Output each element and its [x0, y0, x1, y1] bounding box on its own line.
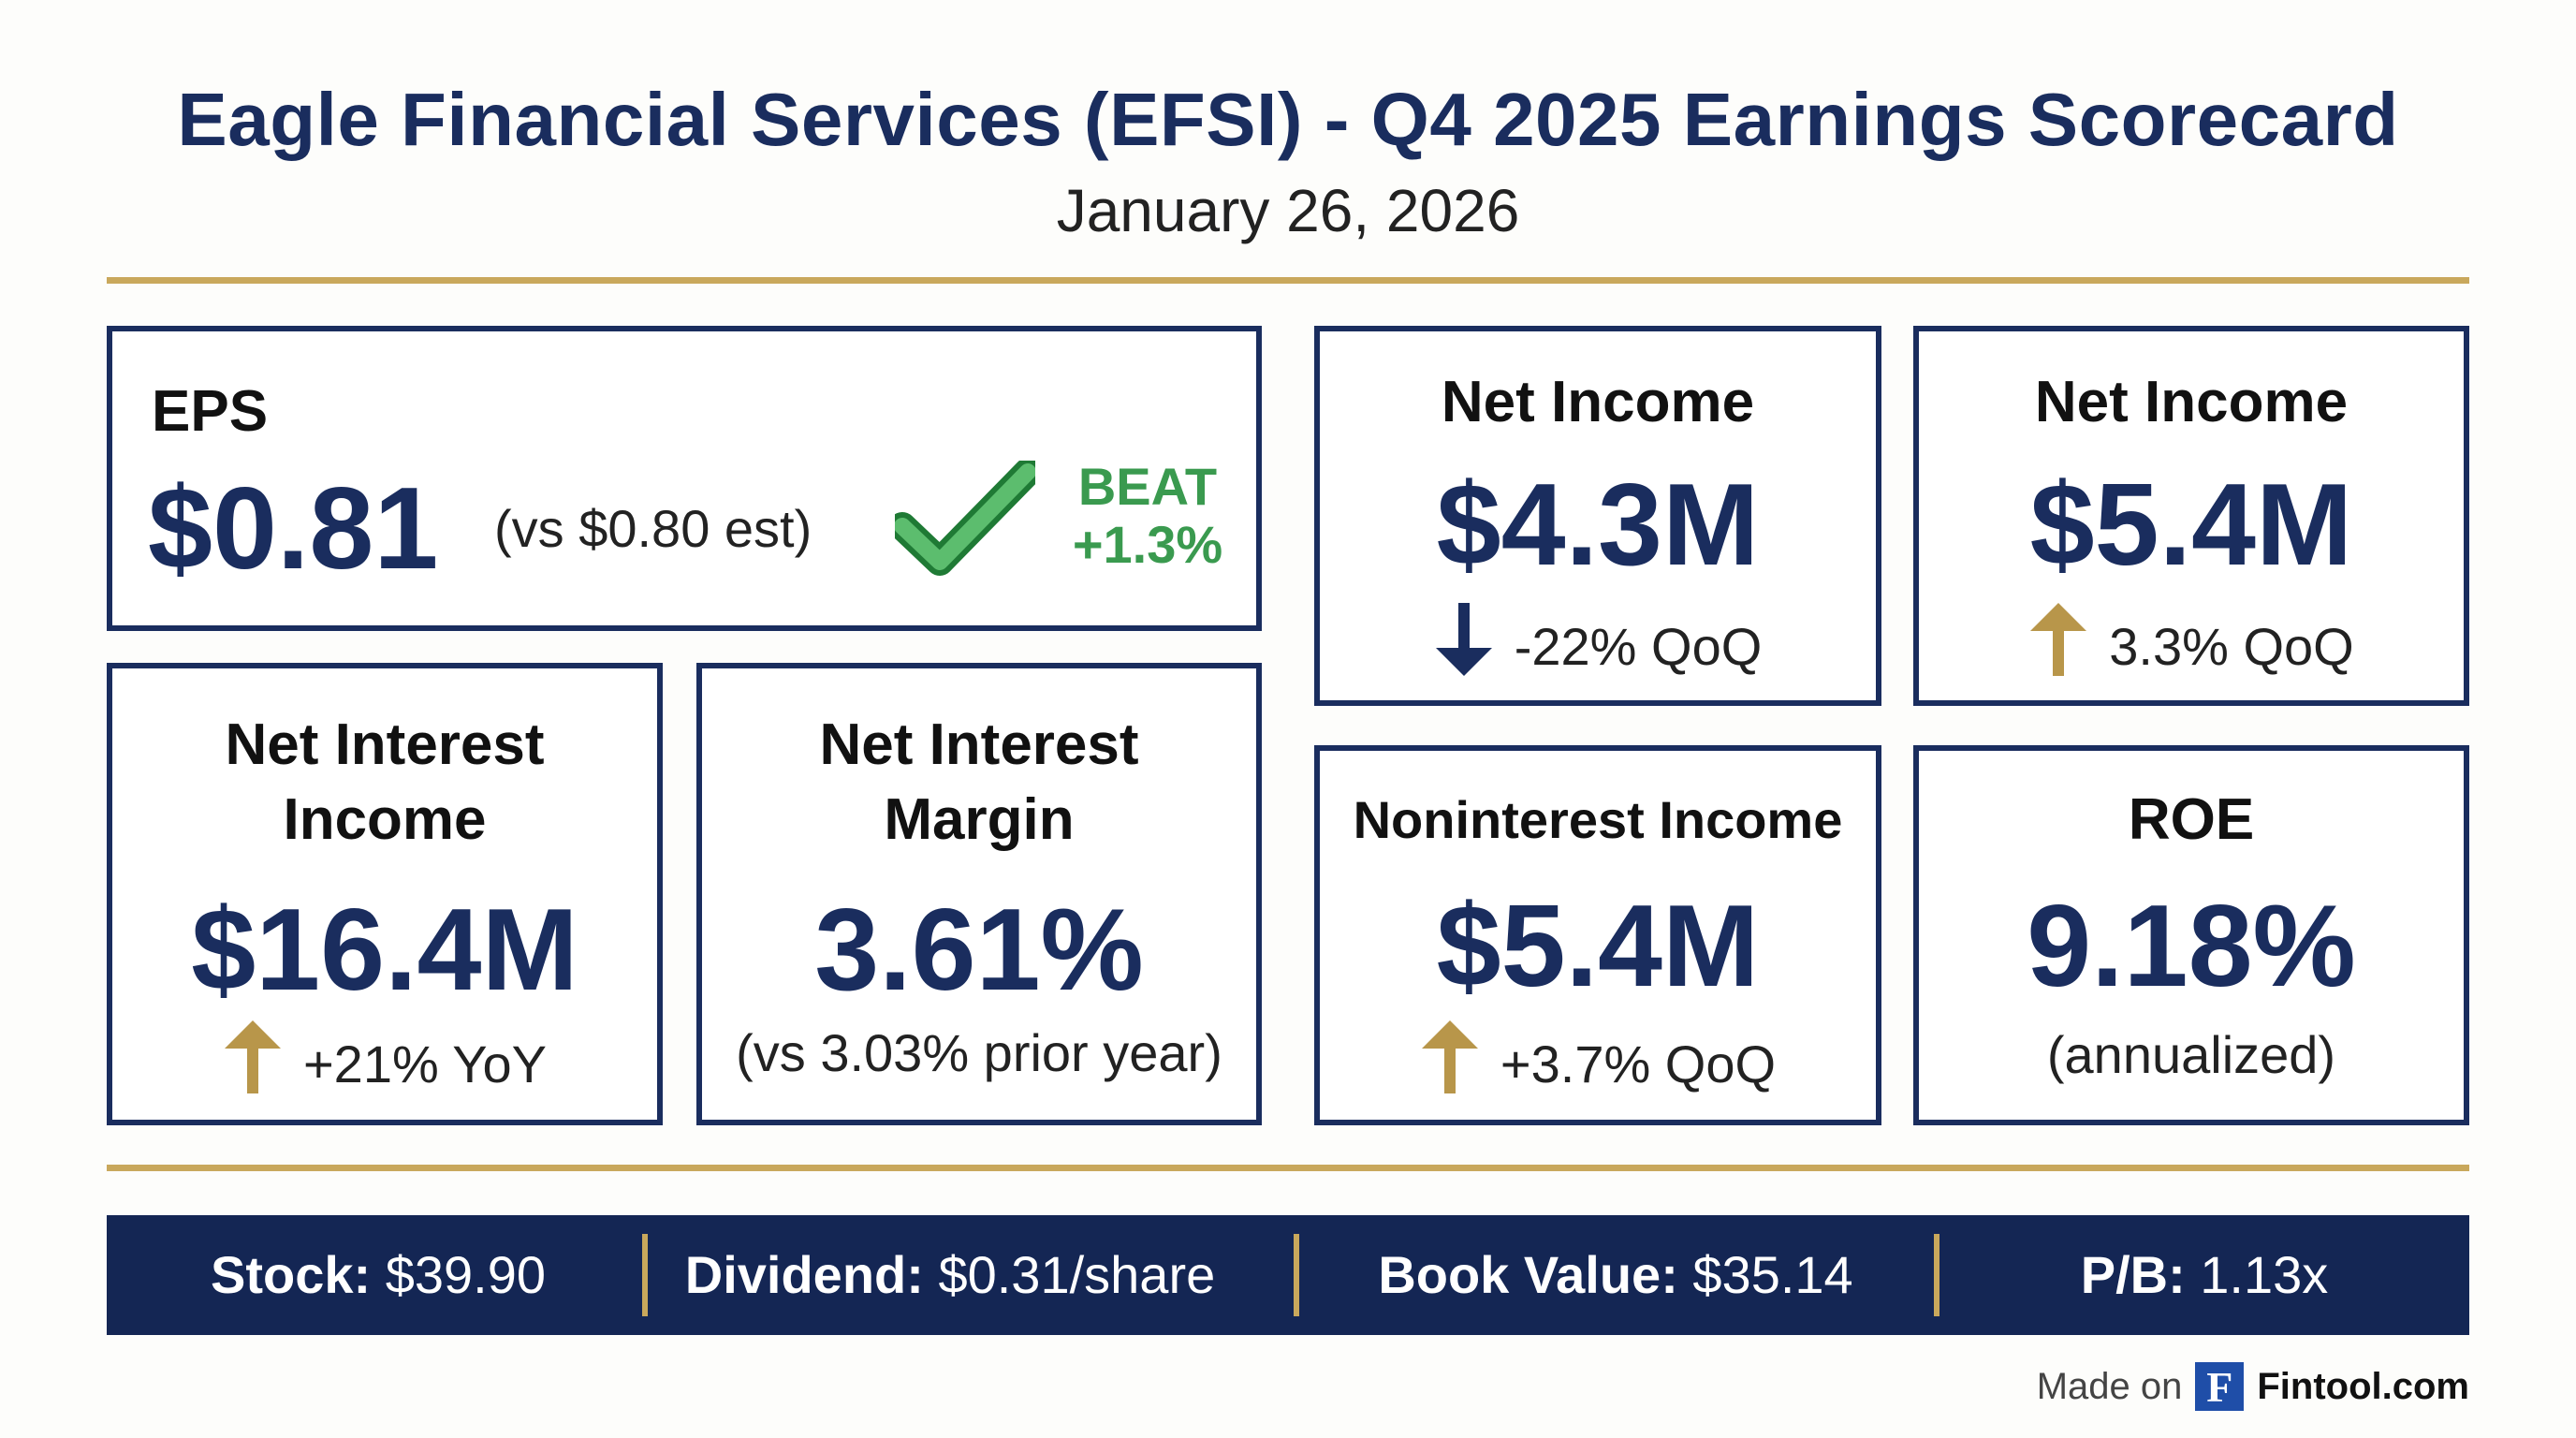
card-value: $5.4M: [2029, 461, 2353, 590]
arrow-up-icon: [223, 1020, 283, 1108]
arrow-up-icon: [1420, 1020, 1480, 1108]
noninterest-income-card: Noninterest Income $5.4M +3.7% QoQ: [1314, 745, 1881, 1125]
page-title: Eagle Financial Services (EFSI) - Q4 202…: [177, 78, 2399, 161]
net-interest-income-card: Net Interest Income $16.4M +21% YoY: [107, 663, 663, 1125]
fintool-logo-icon: F: [2195, 1362, 2245, 1411]
net-income-card-2: Net Income $5.4M 3.3% QoQ: [1913, 326, 2469, 706]
summary-bar: Stock: $39.90 Dividend: $0.31/share Book…: [107, 1215, 2469, 1335]
card-value: 9.18%: [2027, 882, 2356, 1011]
arrow-down-icon: [1434, 603, 1494, 691]
net-income-card-1: Net Income $4.3M -22% QoQ: [1314, 326, 1881, 706]
checkmark-icon: [888, 458, 1042, 587]
eps-value: $0.81: [148, 464, 439, 594]
card-note: (annualized): [2046, 1025, 2336, 1084]
beat-percent: +1.3%: [1072, 515, 1223, 574]
card-label: Noninterest Income: [1353, 790, 1843, 849]
arrow-up-icon: [2028, 603, 2088, 691]
card-value: $4.3M: [1436, 461, 1760, 590]
card-value: $5.4M: [1436, 882, 1760, 1011]
card-label: ROE: [2128, 787, 2255, 852]
card-label-line1: Net Interest: [225, 712, 545, 777]
made-on-text: Made on: [2036, 1365, 2183, 1407]
net-interest-margin-card: Net Interest Margin 3.61% (vs 3.03% prio…: [696, 663, 1262, 1125]
bar-separator: [642, 1234, 648, 1316]
roe-card: ROE 9.18% (annualized): [1913, 745, 2469, 1125]
bar-separator: [1294, 1234, 1299, 1316]
book-value: Book Value: $35.14: [1378, 1245, 1853, 1304]
card-value: 3.61%: [814, 886, 1144, 1015]
beat-label: BEAT: [1077, 457, 1218, 516]
eps-card: EPS $0.81 (vs $0.80 est) BEAT +1.3%: [107, 326, 1262, 631]
card-label-line2: Margin: [884, 787, 1075, 852]
top-divider: [107, 277, 2469, 284]
eps-estimate: (vs $0.80 est): [494, 499, 812, 558]
card-label: Net Income: [1441, 370, 1755, 434]
stock-price: Stock: $39.90: [211, 1245, 546, 1304]
card-change: +21% YoY: [302, 1034, 548, 1093]
card-label-line1: Net Interest: [819, 712, 1139, 777]
brand-link[interactable]: Fintool.com: [2257, 1365, 2469, 1407]
card-note: (vs 3.03% prior year): [736, 1023, 1222, 1082]
dividend: Dividend: $0.31/share: [684, 1245, 1216, 1304]
card-value: $16.4M: [191, 886, 578, 1015]
footer: Made on F Fintool.com: [2037, 1356, 2469, 1417]
card-change: 3.3% QoQ: [2109, 617, 2354, 676]
price-to-book: P/B: 1.13x: [2080, 1245, 2329, 1304]
card-change: -22% QoQ: [1514, 617, 1763, 676]
eps-label: EPS: [152, 379, 269, 444]
report-date: January 26, 2026: [1056, 177, 1520, 244]
bar-separator: [1934, 1234, 1939, 1316]
bottom-divider: [107, 1165, 2469, 1171]
card-change: +3.7% QoQ: [1500, 1034, 1777, 1093]
card-label: Net Income: [2034, 370, 2349, 434]
card-label-line2: Income: [283, 787, 487, 852]
